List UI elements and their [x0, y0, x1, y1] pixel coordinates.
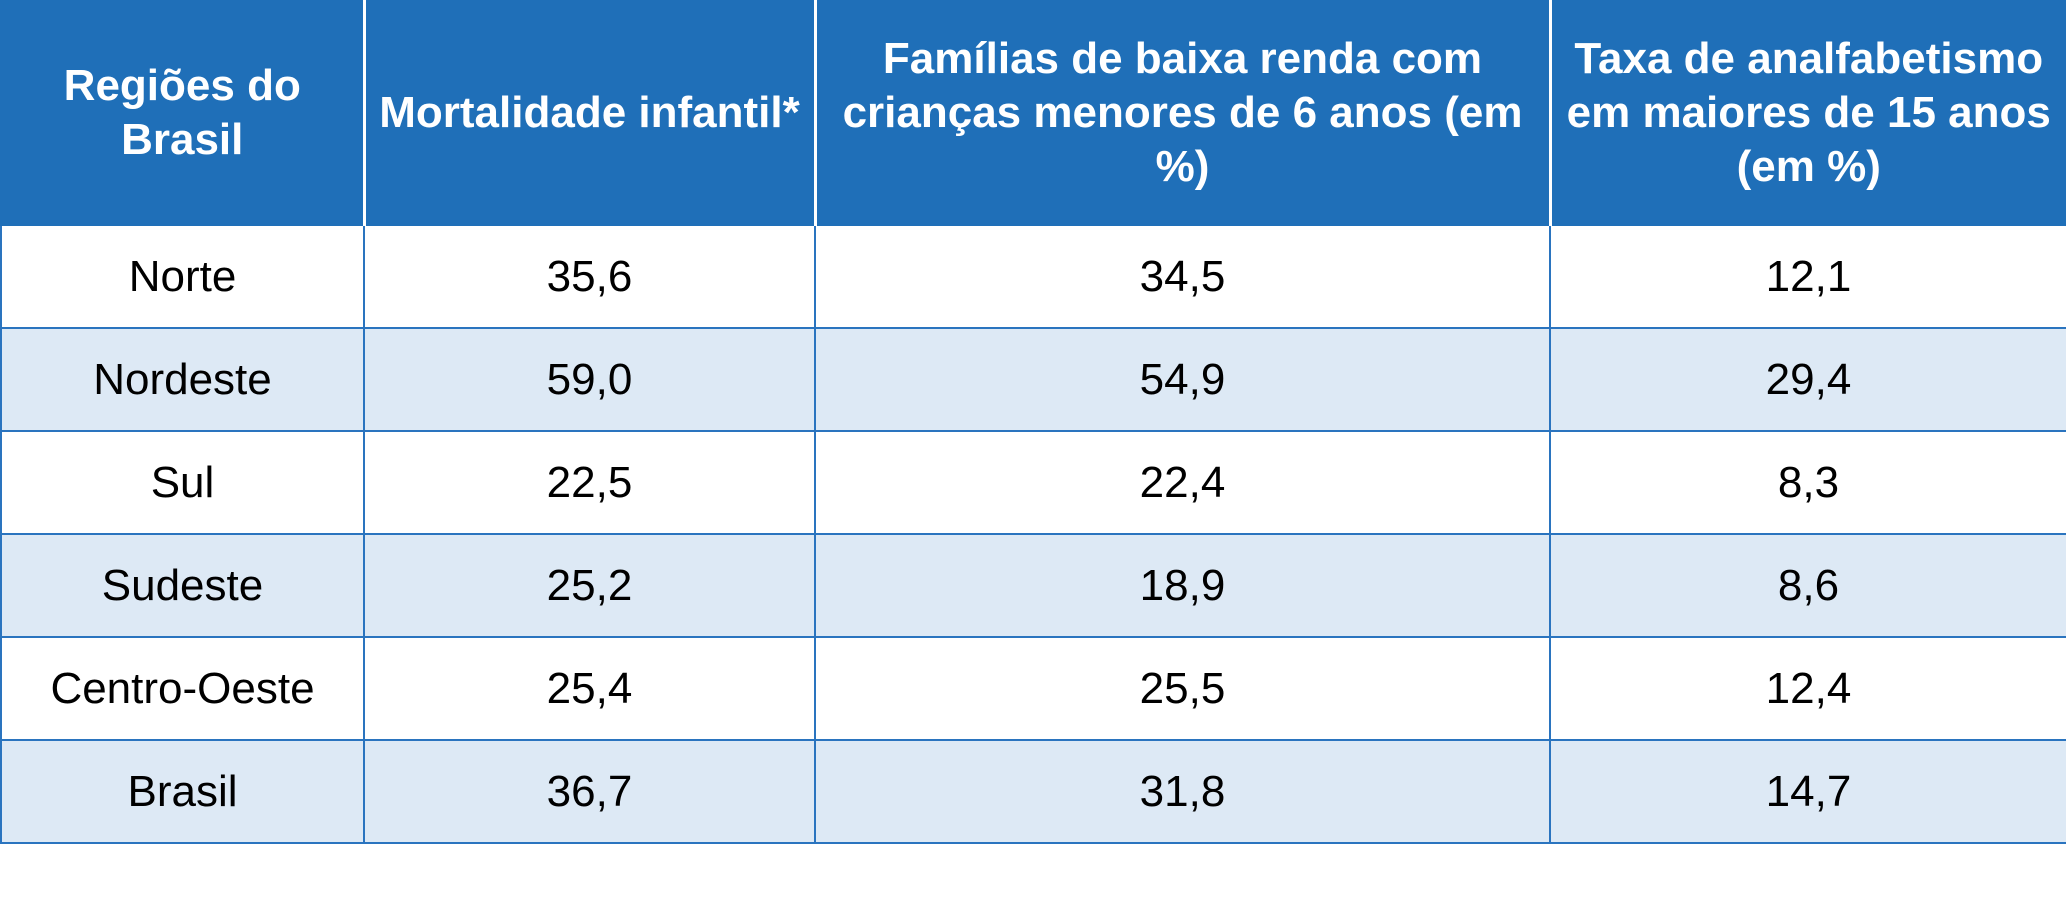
table-cell-value: 36,7	[363, 739, 816, 844]
table-cell-value: 22,4	[814, 430, 1551, 535]
table-cell-value: 54,9	[814, 327, 1551, 432]
table-cell-value: 18,9	[814, 533, 1551, 638]
table-row: Centro-Oeste 25,4 25,5 12,4	[0, 636, 2066, 741]
table-cell-region: Centro-Oeste	[0, 636, 365, 741]
table-row: Sul 22,5 22,4 8,3	[0, 430, 2066, 535]
table-cell-region: Nordeste	[0, 327, 365, 432]
table-cell-value: 14,7	[1549, 739, 2066, 844]
header-cell-mortalidade: Mortalidade infantil*	[362, 0, 816, 226]
table-cell-value: 25,5	[814, 636, 1551, 741]
header-cell-analfabetismo: Taxa de analfabetismo em maiores de 15 a…	[1548, 0, 2066, 226]
header-cell-familias: Famílias de baixa renda com crianças men…	[813, 0, 1551, 226]
table-cell-value: 8,6	[1549, 533, 2066, 638]
table-cell-region: Sul	[0, 430, 365, 535]
table-cell-region: Norte	[0, 224, 365, 329]
data-table: Regiões do Brasil Mortalidade infantil* …	[0, 0, 2066, 844]
table-cell-value: 29,4	[1549, 327, 2066, 432]
table-cell-value: 12,1	[1549, 224, 2066, 329]
table-cell-value: 12,4	[1549, 636, 2066, 741]
table-cell-value: 22,5	[363, 430, 816, 535]
table-cell-region: Brasil	[0, 739, 365, 844]
header-row: Regiões do Brasil Mortalidade infantil* …	[0, 0, 2066, 226]
table-cell-region: Sudeste	[0, 533, 365, 638]
table-cell-value: 25,2	[363, 533, 816, 638]
table-cell-value: 31,8	[814, 739, 1551, 844]
table-cell-value: 35,6	[363, 224, 816, 329]
header-cell-regioes: Regiões do Brasil	[0, 0, 365, 226]
table-cell-value: 8,3	[1549, 430, 2066, 535]
table-row: Nordeste 59,0 54,9 29,4	[0, 327, 2066, 432]
table-cell-value: 25,4	[363, 636, 816, 741]
table-row: Sudeste 25,2 18,9 8,6	[0, 533, 2066, 638]
table-row: Norte 35,6 34,5 12,1	[0, 224, 2066, 329]
table-cell-value: 34,5	[814, 224, 1551, 329]
table-cell-value: 59,0	[363, 327, 816, 432]
table-row: Brasil 36,7 31,8 14,7	[0, 739, 2066, 844]
